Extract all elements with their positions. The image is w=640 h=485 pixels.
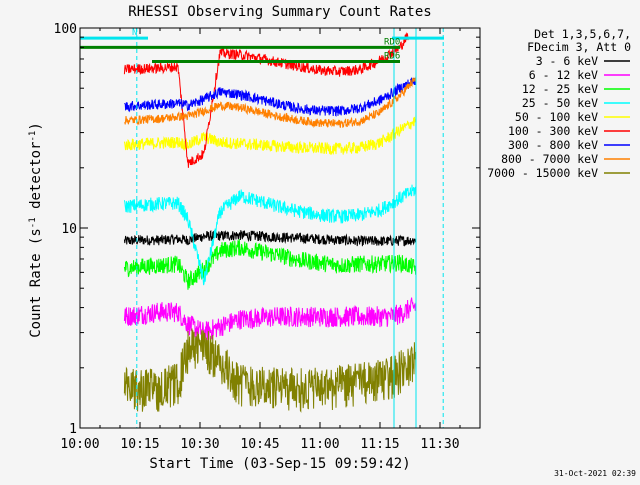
- series-line-8: [123, 328, 417, 413]
- series-line-5: [123, 32, 409, 168]
- series-line-7: [124, 76, 417, 129]
- data-layer: [123, 32, 417, 413]
- legend-label-3: 25 - 50 keV: [522, 96, 598, 110]
- annotation-label-2: RD0: [384, 37, 400, 47]
- annotation-label-3: RD6: [384, 51, 400, 61]
- x-tick-label: 10:45: [240, 437, 279, 452]
- y-tick-label: 100: [54, 22, 77, 37]
- x-tick-label: 11:15: [360, 437, 399, 452]
- legend-label-5: 100 - 300 keV: [508, 124, 598, 138]
- legend-label-8: 7000 - 15000 keV: [487, 166, 598, 180]
- legend-label-6: 300 - 800 keV: [508, 138, 598, 152]
- series-line-2: [123, 239, 417, 290]
- legend: Det 1,3,5,6,7, FDecim 3, Att 0 3 - 6 keV…: [487, 27, 631, 180]
- x-axis-label: Start Time (03-Sep-15 09:59:42): [149, 456, 410, 472]
- legend-header-line: FDecim 3, Att 0: [527, 40, 631, 54]
- y-axis-label-sup: -1: [28, 217, 38, 228]
- legend-label-7: 800 - 7000 keV: [501, 152, 598, 166]
- y-tick-label: 10: [61, 222, 77, 237]
- legend-header-line: Det 1,3,5,6,7,: [534, 27, 631, 41]
- x-tick-label: 11:30: [420, 437, 459, 452]
- series-line-4: [123, 114, 417, 156]
- y-axis-label: Count Rate (s-1 detector-1): [28, 122, 44, 338]
- x-tick-label: 10:00: [60, 437, 99, 452]
- chart-title: RHESSI Observing Summary Count Rates: [128, 4, 431, 20]
- x-tick-label: 11:00: [300, 437, 339, 452]
- series-line-3: [123, 184, 417, 286]
- footer-timestamp: 31-Oct-2021 02:39: [554, 469, 636, 478]
- series-line-0: [123, 229, 417, 247]
- y-axis-label-part: detector: [28, 142, 44, 218]
- axis-layer: 10:00 10:15 10:30 10:45 11:00 11:15 11:30 1 10 10…: [54, 22, 481, 452]
- annotation-label-0: N: [132, 28, 137, 38]
- legend-label-2: 12 - 25 keV: [522, 82, 598, 96]
- legend-label-1: 6 - 12 keV: [529, 68, 598, 82]
- x-tick-label: 10:30: [180, 437, 219, 452]
- legend-label-4: 50 - 100 keV: [515, 110, 598, 124]
- y-axis-label-part: Count Rate (s: [28, 228, 44, 338]
- x-tick-label: 10:15: [120, 437, 159, 452]
- y-axis-label-part: ): [28, 122, 44, 130]
- y-tick-label: 1: [69, 422, 77, 437]
- series-line-1: [123, 297, 417, 342]
- y-axis-label-sup: -1: [28, 131, 38, 142]
- series-line-6: [124, 77, 417, 117]
- legend-label-0: 3 - 6 keV: [536, 54, 598, 68]
